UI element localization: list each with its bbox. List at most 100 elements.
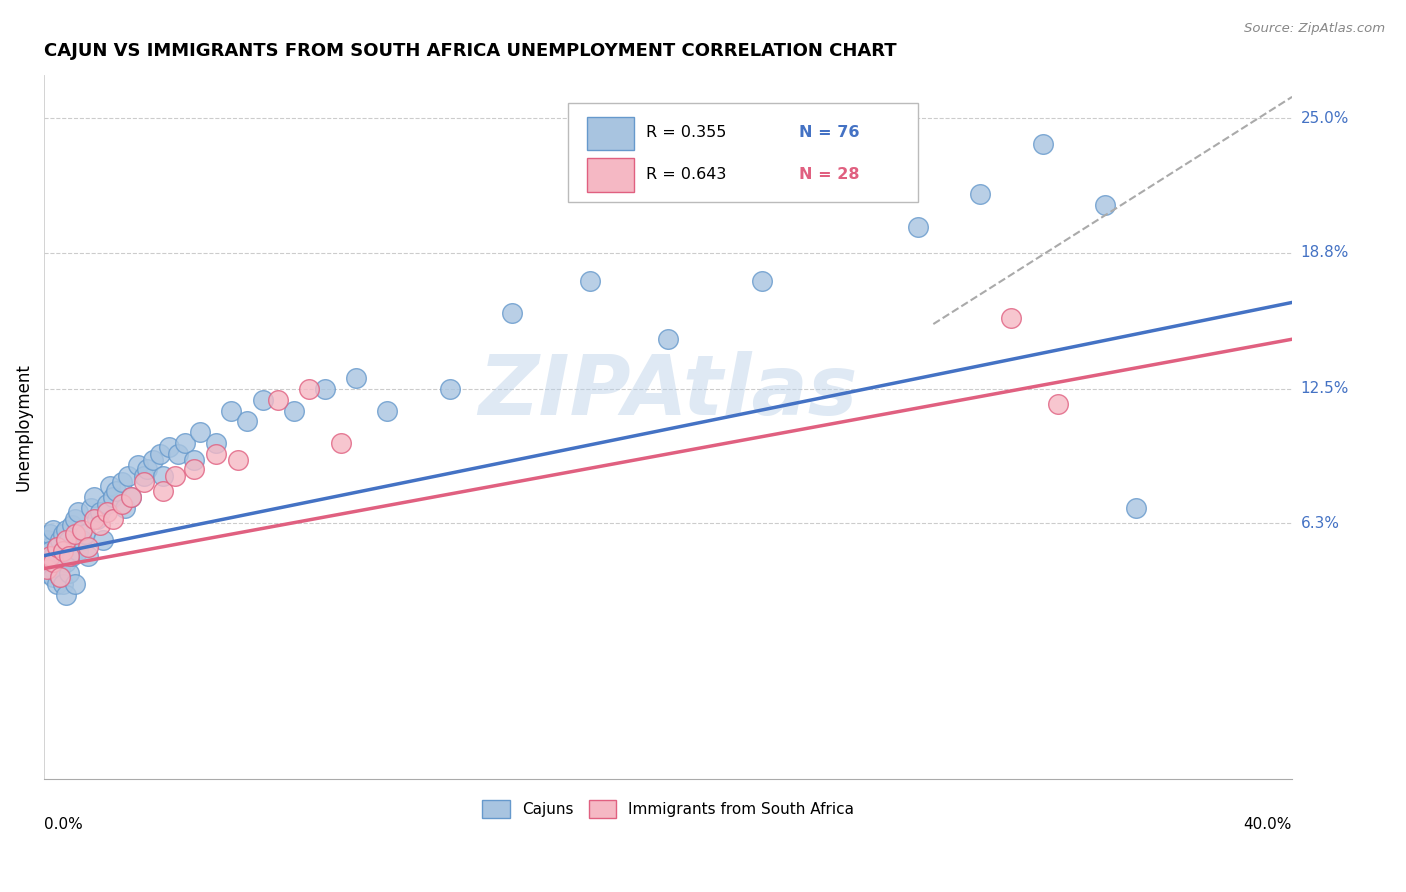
Text: R = 0.643: R = 0.643 [645,167,725,182]
Point [375,403,398,417]
Point [121,490,143,504]
Point [42,549,65,563]
Point [148,447,170,461]
Point [344,371,367,385]
Point [183,462,205,476]
Point [39,527,62,541]
Text: N = 28: N = 28 [799,167,859,182]
Text: ZIPAtlas: ZIPAtlas [478,351,858,433]
Text: Source: ZipAtlas.com: Source: ZipAtlas.com [1244,22,1385,36]
Point [39,540,62,554]
Point [252,392,274,407]
Point [60,518,83,533]
Point [70,523,93,537]
Point [132,475,155,489]
Point [267,392,290,407]
FancyBboxPatch shape [586,158,634,192]
Point [89,505,111,519]
Point [173,436,195,450]
Point [45,540,67,554]
Point [89,518,111,533]
Point [83,490,105,504]
Point [579,274,602,288]
Point [132,468,155,483]
Point [152,483,174,498]
Point [283,403,305,417]
Point [1125,501,1147,516]
Point [204,436,226,450]
Point [969,187,991,202]
Point [58,549,80,563]
Point [73,527,96,541]
Point [1094,198,1116,212]
Point [93,533,115,548]
Point [136,462,159,476]
Point [39,555,62,569]
Point [907,219,929,234]
Point [121,490,143,504]
Point [76,549,98,563]
Point [65,576,87,591]
Text: 12.5%: 12.5% [1301,382,1348,396]
Text: R = 0.355: R = 0.355 [645,126,725,140]
Text: 25.0%: 25.0% [1301,111,1348,126]
Point [80,501,103,516]
Point [117,468,139,483]
Point [42,561,65,575]
Point [111,475,134,489]
Point [48,561,70,575]
Point [48,533,70,548]
Point [83,512,105,526]
Point [157,441,180,455]
Point [104,483,127,498]
Point [45,540,67,554]
Point [45,576,67,591]
Point [1000,310,1022,325]
Point [48,570,70,584]
Point [221,403,243,417]
Point [127,458,149,472]
Point [52,576,75,591]
Point [96,505,118,519]
Point [96,497,118,511]
Point [39,544,62,558]
Point [65,512,87,526]
Y-axis label: Unemployment: Unemployment [15,363,32,491]
Point [39,549,62,563]
Point [55,533,77,548]
Point [67,505,90,519]
Point [76,540,98,554]
Point [183,453,205,467]
Point [70,533,93,548]
Point [55,555,77,569]
Text: 0.0%: 0.0% [44,817,83,832]
Point [751,274,773,288]
FancyBboxPatch shape [568,103,918,202]
FancyBboxPatch shape [586,117,634,151]
Point [55,523,77,537]
Point [114,501,136,516]
Point [226,453,249,467]
Point [42,570,65,584]
Point [37,533,59,548]
Point [204,447,226,461]
Legend: Cajuns, Immigrants from South Africa: Cajuns, Immigrants from South Africa [475,794,860,823]
Point [167,447,190,461]
Point [52,527,75,541]
Point [298,382,321,396]
Point [329,436,352,450]
Point [37,549,59,563]
Point [42,523,65,537]
Text: 6.3%: 6.3% [1301,516,1340,531]
Point [65,527,87,541]
Point [101,512,124,526]
Point [52,544,75,558]
Point [1047,397,1070,411]
Point [165,468,187,483]
Point [37,566,59,580]
Text: 40.0%: 40.0% [1244,817,1292,832]
Point [314,382,336,396]
Text: CAJUN VS IMMIGRANTS FROM SOUTH AFRICA UNEMPLOYMENT CORRELATION CHART: CAJUN VS IMMIGRANTS FROM SOUTH AFRICA UN… [44,42,897,60]
Point [236,414,259,428]
Point [55,588,77,602]
